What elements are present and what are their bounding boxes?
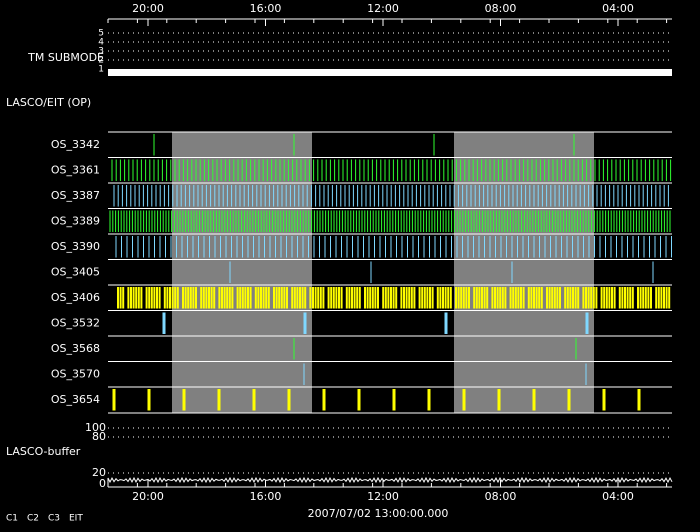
buffer-tick-label: 80 bbox=[92, 430, 106, 443]
top-axis-label: 04:00 bbox=[602, 2, 634, 15]
legend-entry: EIT bbox=[69, 514, 83, 524]
bottom-axis-label: 04:00 bbox=[602, 490, 634, 503]
row-label: OS_3568 bbox=[51, 342, 100, 355]
submode-level: 1 bbox=[98, 65, 104, 75]
submode-level: 5 bbox=[98, 29, 104, 39]
submode-level: 4 bbox=[98, 38, 104, 48]
buffer-tick-label: 0 bbox=[99, 477, 106, 490]
legend-entry: C3 bbox=[48, 514, 60, 524]
tm-submode-label: TM SUBMODE bbox=[27, 51, 104, 64]
buffer-label: LASCO-buffer bbox=[6, 445, 81, 458]
buffer-tick-label: 20 bbox=[92, 466, 106, 479]
buffer-trace bbox=[107, 476, 673, 484]
buffer-tick-label: 100 bbox=[85, 421, 106, 434]
tm-submode-bar bbox=[108, 69, 672, 76]
bottom-axis-label: 16:00 bbox=[250, 490, 282, 503]
top-axis-label: 08:00 bbox=[485, 2, 517, 15]
row-label: OS_3389 bbox=[51, 214, 100, 227]
lasco-eit-label: LASCO/EIT (OP) bbox=[6, 96, 91, 109]
legend-entry: C2 bbox=[27, 514, 39, 524]
row-label: OS_3387 bbox=[51, 189, 100, 202]
submode-level: 2 bbox=[98, 56, 104, 66]
row-label: OS_3361 bbox=[51, 163, 100, 176]
row-label: OS_3570 bbox=[51, 367, 100, 380]
legend-entry: C1 bbox=[6, 514, 18, 524]
row-label: OS_3406 bbox=[51, 291, 100, 304]
bottom-axis-label: 12:00 bbox=[367, 490, 399, 503]
top-axis-label: 20:00 bbox=[132, 2, 164, 15]
row-label: OS_3390 bbox=[51, 240, 100, 253]
top-axis-label: 16:00 bbox=[250, 2, 282, 15]
row-label: OS_3654 bbox=[51, 393, 100, 406]
bottom-axis-label: 20:00 bbox=[132, 490, 164, 503]
submode-level: 3 bbox=[98, 47, 104, 57]
date-label: 2007/07/02 13:00:00.000 bbox=[308, 507, 449, 520]
row-label: OS_3405 bbox=[51, 265, 100, 278]
row-label: OS_3342 bbox=[51, 138, 100, 151]
row-label: OS_3532 bbox=[51, 316, 100, 329]
top-axis-label: 12:00 bbox=[367, 2, 399, 15]
bottom-axis-label: 08:00 bbox=[485, 490, 517, 503]
